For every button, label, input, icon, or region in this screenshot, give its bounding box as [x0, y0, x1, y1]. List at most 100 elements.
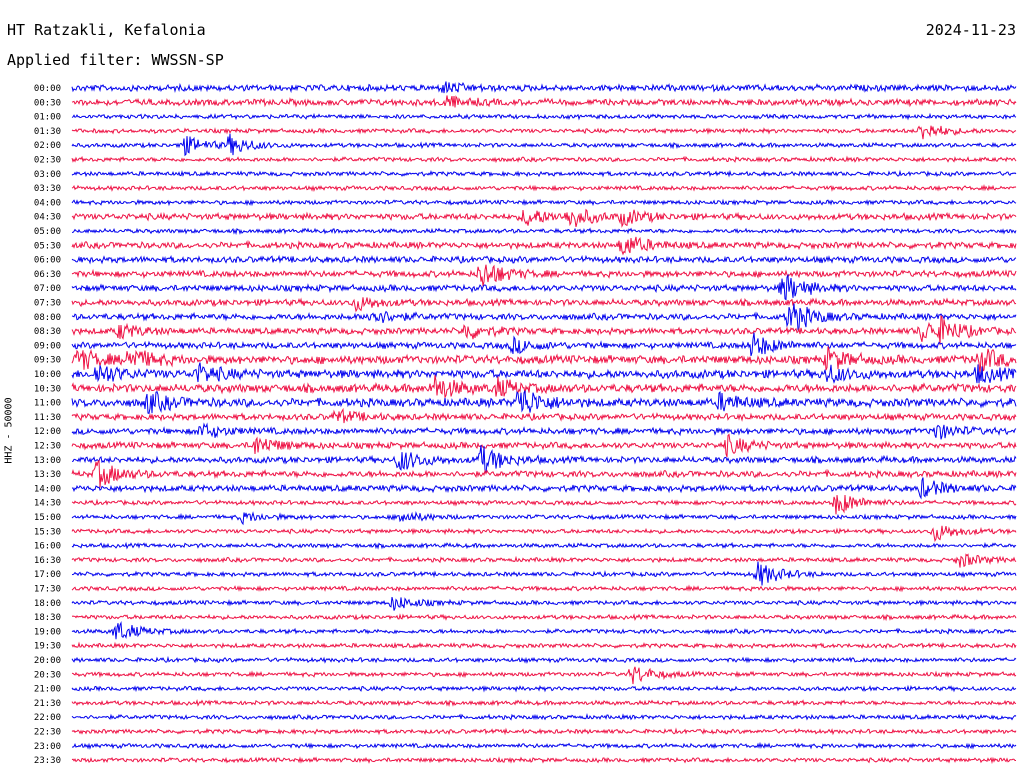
row-time-label: 18:00	[34, 599, 61, 609]
trace-line-2230	[71, 727, 1017, 736]
row-time-label: 05:30	[34, 241, 61, 251]
trace-line-1530	[71, 525, 1017, 543]
trace-line-0100	[71, 112, 1017, 121]
row-time-label: 17:00	[34, 570, 61, 580]
row-time-label: 19:00	[34, 627, 61, 637]
row-time-label: 20:30	[34, 670, 61, 680]
trace-line-1430	[71, 494, 1017, 515]
trace-line-2100	[71, 684, 1017, 693]
trace-line-1200	[71, 422, 1017, 440]
row-time-label: 06:30	[34, 270, 61, 280]
row-time-label: 22:00	[34, 713, 61, 723]
row-time-label: 10:30	[34, 384, 61, 394]
trace-line-1930	[71, 641, 1017, 650]
row-time-label: 02:00	[34, 141, 61, 151]
row-time-label: 14:00	[34, 484, 61, 494]
trace-line-0830	[71, 315, 1017, 346]
row-time-label: 05:00	[34, 227, 61, 237]
trace-line-0400	[71, 198, 1017, 207]
row-time-label: 01:30	[34, 127, 61, 137]
trace-line-1400	[71, 477, 1017, 500]
trace-line-0900	[71, 332, 1017, 357]
trace-line-1630	[71, 553, 1017, 568]
row-time-label: 21:30	[34, 699, 61, 709]
row-time-label: 02:30	[34, 156, 61, 166]
trace-line-0130	[71, 125, 1017, 140]
station-title: HT Ratzakli, Kefalonia	[7, 21, 206, 39]
trace-line-0530	[71, 236, 1017, 256]
row-time-label: 09:30	[34, 356, 61, 366]
row-time-label: 15:30	[34, 527, 61, 537]
trace-line-0230	[71, 155, 1017, 164]
row-time-label: 11:00	[34, 399, 61, 409]
trace-line-1730	[71, 584, 1017, 593]
row-time-label: 04:30	[34, 213, 61, 223]
trace-line-1230	[71, 433, 1017, 458]
row-time-label: 00:30	[34, 98, 61, 108]
trace-line-0930	[71, 346, 1017, 375]
row-time-label: 12:30	[34, 442, 61, 452]
trace-line-2330	[71, 756, 1016, 765]
trace-line-1000	[71, 362, 1017, 384]
row-time-label: 12:00	[34, 427, 61, 437]
trace-line-0030	[71, 95, 1017, 108]
row-time-label: 20:00	[34, 656, 61, 666]
row-time-label: 07:00	[34, 284, 61, 294]
row-time-label: 19:30	[34, 642, 61, 652]
trace-line-0430	[71, 208, 1017, 228]
row-time-label: 08:30	[34, 327, 61, 337]
trace-line-0700	[71, 273, 1017, 301]
trace-line-2200	[71, 713, 1017, 721]
row-time-label: 13:00	[34, 456, 61, 466]
trace-line-1900	[71, 620, 1017, 640]
row-time-label: 10:00	[34, 370, 61, 380]
row-time-label: 16:30	[34, 556, 61, 566]
trace-line-0330	[71, 184, 1017, 192]
row-time-label: 13:30	[34, 470, 61, 480]
trace-line-2300	[71, 741, 1017, 750]
trace-line-2130	[71, 698, 1017, 708]
trace-line-2000	[71, 655, 1017, 664]
row-time-label: 03:00	[34, 170, 61, 180]
trace-line-1100	[71, 390, 1017, 415]
row-time-label: 21:00	[34, 685, 61, 695]
trace-line-1500	[71, 511, 1017, 526]
trace-line-1800	[71, 596, 1017, 611]
row-time-label: 09:00	[34, 341, 61, 351]
row-time-label: 06:00	[34, 256, 61, 266]
row-time-label: 18:30	[34, 613, 61, 623]
trace-line-1030	[71, 375, 1017, 400]
trace-line-0730	[71, 297, 1017, 313]
trace-line-1130	[71, 407, 1017, 424]
row-time-label: 04:00	[34, 198, 61, 208]
trace-line-0300	[71, 169, 1017, 178]
trace-line-2030	[71, 666, 1017, 685]
row-time-label: 07:30	[34, 299, 61, 309]
row-time-label: 03:30	[34, 184, 61, 194]
trace-line-0630	[71, 264, 1017, 287]
row-time-label: 17:30	[34, 585, 61, 595]
row-time-label: 16:00	[34, 542, 61, 552]
trace-line-1700	[71, 561, 1017, 586]
trace-line-1600	[71, 541, 1017, 550]
trace-line-1830	[71, 613, 1017, 622]
trace-line-1330	[71, 459, 1017, 488]
trace-line-0200	[71, 133, 1017, 157]
trace-line-0000	[71, 81, 1017, 94]
filter-label: Applied filter: WWSSN-SP	[7, 51, 224, 69]
trace-line-1300	[71, 444, 1017, 474]
row-time-label: 00:00	[34, 84, 61, 94]
row-time-label: 08:00	[34, 313, 61, 323]
row-time-label: 23:00	[34, 742, 61, 752]
row-time-label: 23:30	[34, 756, 61, 766]
row-time-label: 01:00	[34, 113, 61, 123]
row-time-label: 22:30	[34, 728, 61, 738]
row-time-label: 11:30	[34, 413, 61, 423]
trace-line-0800	[71, 303, 1017, 331]
date-label: 2024-11-23	[925, 21, 1016, 39]
row-time-label: 15:00	[34, 513, 61, 523]
trace-line-0500	[72, 227, 1017, 236]
trace-line-0600	[71, 254, 1017, 265]
row-time-label: 14:30	[34, 499, 61, 509]
